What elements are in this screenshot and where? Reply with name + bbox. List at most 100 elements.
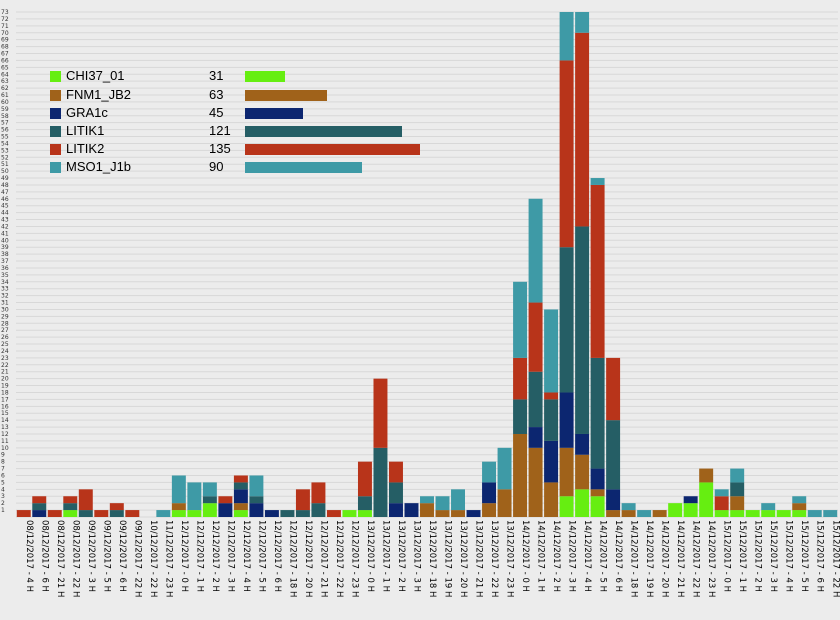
x-tick-label: 15/12/2017 - 4 H	[784, 520, 794, 592]
y-tick-label: 4	[1, 486, 5, 493]
bar-segment	[187, 482, 202, 511]
y-tick-label: 32	[1, 293, 9, 300]
bar-segment	[249, 475, 264, 497]
bar-segment	[482, 503, 497, 517]
legend-series-name: MSO1_J1b	[66, 159, 132, 174]
bar-segment	[528, 198, 543, 303]
bar-segment	[776, 510, 791, 517]
bar-segment	[156, 510, 171, 517]
y-tick-label: 22	[1, 362, 9, 369]
bar-segment	[513, 399, 528, 434]
y-tick-label: 46	[1, 196, 9, 203]
x-tick-label: 08/12/2017 - 21 H	[55, 520, 65, 597]
legend-series-count: 135	[209, 141, 231, 156]
y-tick-label: 26	[1, 334, 9, 341]
bar-segment	[606, 510, 621, 517]
legend-total-bar	[245, 90, 327, 101]
bar-segment	[714, 489, 729, 497]
bar-segment	[249, 496, 264, 504]
bar-segment	[590, 178, 605, 185]
x-tick-label: 09/12/2017 - 6 H	[117, 520, 127, 592]
bar-segment	[606, 420, 621, 490]
y-tick-label: 21	[1, 369, 9, 376]
y-tick-label: 12	[1, 431, 9, 438]
bar-segment	[16, 510, 31, 517]
y-tick-label: 58	[1, 113, 9, 120]
bar-segment	[311, 482, 326, 504]
bar-segment	[373, 447, 388, 517]
y-tick-label: 23	[1, 355, 9, 362]
bar-segment	[730, 496, 745, 511]
bar-segment	[792, 503, 807, 511]
x-tick-label: 14/12/2017 - 22 H	[691, 520, 701, 597]
y-tick-label: 25	[1, 341, 9, 348]
y-tick-label: 20	[1, 376, 9, 383]
x-tick-label: 12/12/2017 - 18 H	[287, 520, 297, 597]
y-tick-label: 63	[1, 78, 9, 85]
y-tick-label: 27	[1, 327, 9, 334]
y-tick-label: 52	[1, 154, 9, 161]
bar-segment	[202, 503, 217, 517]
bar-segment	[637, 510, 652, 517]
bar-segment	[497, 489, 512, 517]
bar-segment	[575, 12, 590, 33]
x-tick-label: 13/12/2017 - 0 H	[365, 520, 375, 592]
bar-segment	[823, 510, 838, 517]
bar-segment	[668, 503, 683, 517]
legend-total-bar	[245, 108, 304, 119]
y-tick-label: 48	[1, 182, 9, 189]
legend-series-name: GRA1c	[66, 105, 108, 120]
bar-segment	[32, 496, 47, 504]
legend-swatch	[50, 126, 61, 137]
bar-segment	[575, 433, 590, 455]
bar-segment	[590, 184, 605, 358]
y-tick-label: 65	[1, 64, 9, 71]
bar-segment	[357, 461, 372, 497]
y-tick-label: 1	[1, 507, 5, 514]
y-tick-label: 11	[1, 438, 9, 445]
bar-segment	[280, 510, 295, 517]
bar-segment	[420, 503, 434, 517]
legend-swatch	[50, 90, 61, 101]
x-tick-label: 14/12/2017 - 18 H	[629, 520, 639, 597]
y-tick-label: 68	[1, 44, 9, 51]
bar-segment	[559, 392, 574, 448]
bar-segment	[435, 496, 450, 511]
x-tick-label: 14/12/2017 - 0 H	[520, 520, 530, 592]
bar-segment	[792, 496, 807, 504]
bar-segment	[233, 489, 248, 504]
x-tick-label: 13/12/2017 - 1 H	[380, 520, 390, 592]
legend-series-name: LITIK2	[66, 141, 105, 156]
legend-total-bar	[245, 144, 420, 155]
grid-lines	[16, 11, 838, 518]
legend-series-name: CHI37_01	[66, 68, 125, 83]
bar-segment	[559, 496, 574, 517]
bar-segment	[575, 489, 590, 517]
x-tick-label: 13/12/2017 - 20 H	[458, 520, 468, 597]
bar-segment	[233, 510, 248, 517]
bar-segment	[621, 503, 636, 511]
bar-segment	[528, 427, 543, 448]
x-axis-tick-labels: 08/12/2017 - 4 H 08/12/2017 - 6 H 08/12/20…	[24, 520, 840, 597]
bar-segment	[792, 510, 807, 517]
y-tick-label: 50	[1, 168, 9, 175]
y-tick-label: 42	[1, 223, 9, 230]
x-tick-label: 12/12/2017 - 6 H	[272, 520, 282, 592]
y-tick-label: 34	[1, 279, 9, 286]
y-tick-label: 3	[1, 493, 5, 500]
bar-segment	[761, 503, 776, 511]
y-tick-label: 73	[1, 9, 9, 16]
y-tick-label: 30	[1, 306, 9, 313]
y-tick-label: 37	[1, 258, 9, 265]
bar-segment	[249, 503, 264, 517]
y-tick-label: 53	[1, 147, 9, 154]
bar-segment	[171, 510, 186, 517]
y-tick-label: 19	[1, 383, 9, 390]
x-tick-label: 13/12/2017 - 23 H	[505, 520, 515, 597]
bar-segment	[233, 482, 248, 490]
bar-segment	[683, 496, 698, 504]
y-tick-label: 55	[1, 134, 9, 141]
x-tick-label: 15/12/2017 - 5 H	[799, 520, 809, 592]
bar-segment	[63, 503, 78, 511]
